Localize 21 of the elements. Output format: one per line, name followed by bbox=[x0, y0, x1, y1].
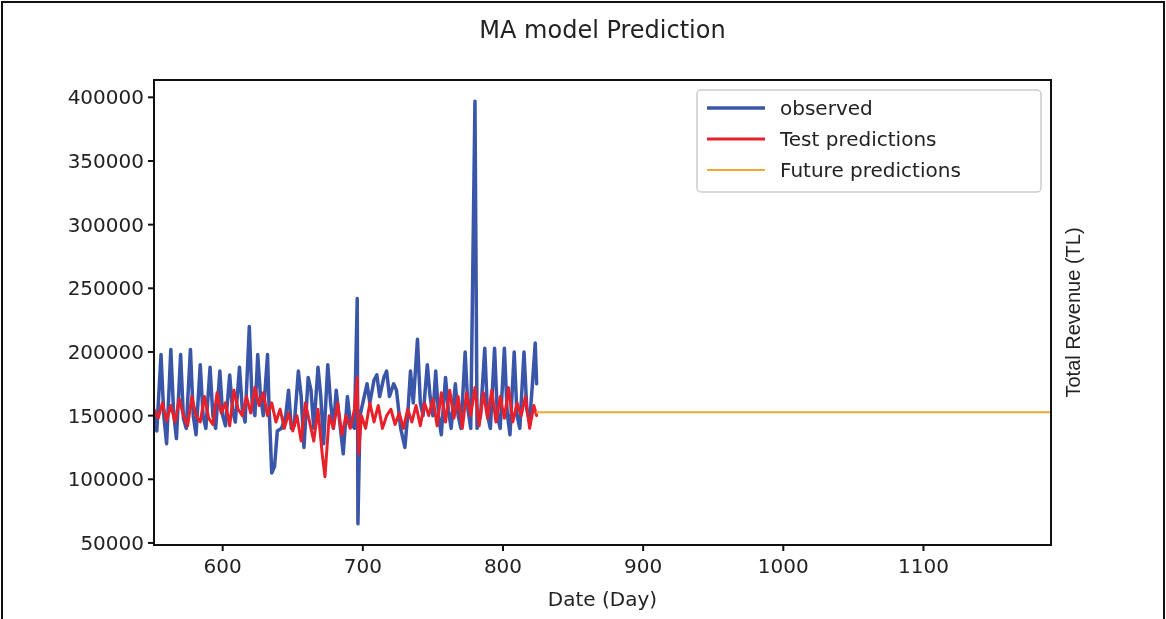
chart-title: MA model Prediction bbox=[479, 16, 726, 44]
y-tick-label: 50000 bbox=[80, 530, 144, 555]
x-tick-label: 1100 bbox=[898, 554, 949, 578]
y-tick-label: 400000 bbox=[67, 85, 144, 110]
legend-label: Test predictions bbox=[779, 127, 937, 151]
y-tick-label: 350000 bbox=[67, 148, 144, 173]
y-tick-label: 200000 bbox=[67, 339, 144, 364]
x-tick-label: 700 bbox=[343, 554, 382, 578]
line-series bbox=[154, 375, 539, 479]
legend-label: Future predictions bbox=[780, 158, 961, 182]
y-tick-label: 100000 bbox=[67, 467, 144, 492]
y-tick-label: 300000 bbox=[67, 212, 144, 237]
x-tick-label: 900 bbox=[624, 554, 663, 578]
x-axis-title: Date (Day) bbox=[547, 587, 658, 611]
y-tick-label: 250000 bbox=[67, 276, 144, 301]
y-tick-label: 150000 bbox=[67, 403, 144, 428]
y2-axis-title: Total Revenue (TL) bbox=[1062, 227, 1084, 398]
legend-label: observed bbox=[780, 96, 873, 120]
x-tick-label: 800 bbox=[483, 554, 523, 578]
x-tick-label: 600 bbox=[203, 554, 242, 578]
x-tick-label: 1000 bbox=[757, 554, 809, 578]
